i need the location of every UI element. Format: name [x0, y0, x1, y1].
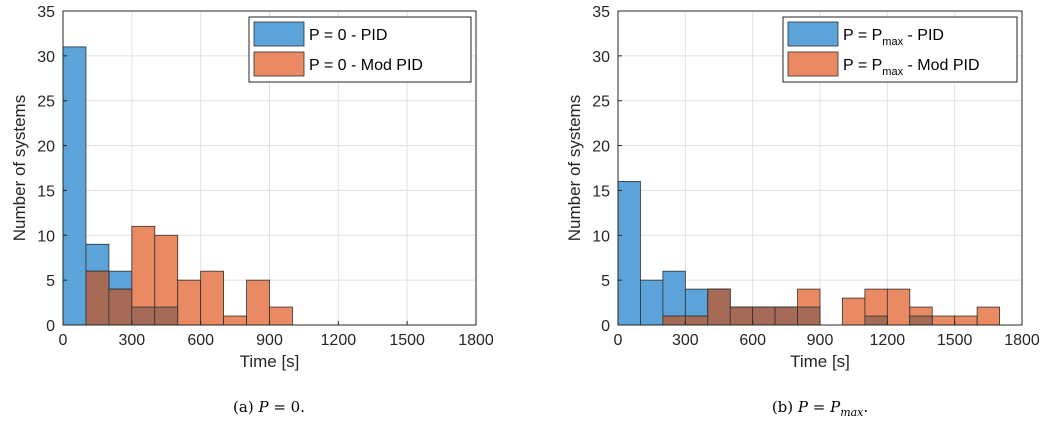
legend-label-series-1: P = 0 - PID [309, 27, 387, 44]
y-tick-label: 20 [592, 139, 610, 156]
y-tick-label: 15 [37, 183, 55, 200]
legend-swatch-series-2 [787, 51, 839, 77]
y-tick-label: 20 [37, 139, 55, 156]
legend-label-series-2: P = 0 - Mod PID [309, 57, 423, 74]
legend: P = 0 - PID P = 0 - Mod PID [248, 16, 472, 83]
bar-overlap [707, 288, 731, 326]
bar-overlap [684, 315, 709, 326]
x-tick-label: 600 [187, 332, 214, 349]
x-tick-label: 1500 [937, 332, 973, 349]
subfigure-caption: (b) P = Pmax. [772, 398, 868, 419]
x-tick-label: 1800 [1004, 332, 1040, 349]
y-tick-label: 10 [37, 228, 55, 245]
bar-series-1 [640, 279, 664, 326]
bar-series-2 [976, 306, 1000, 326]
bar-overlap [154, 306, 179, 326]
legend-swatch-series-2 [253, 51, 305, 77]
bar-overlap [909, 315, 933, 326]
y-tick-label: 25 [592, 94, 610, 111]
bar-series-2 [177, 279, 202, 326]
bar-series-2 [954, 315, 978, 326]
x-tick-label: 600 [739, 332, 766, 349]
x-tick-label: 1800 [458, 332, 494, 349]
x-tick-label: 300 [672, 332, 699, 349]
y-axis-label: Number of systems [565, 95, 584, 241]
legend: P = Pmax - PID P = Pmax - Mod PID [782, 16, 1018, 83]
y-tick-label: 15 [592, 183, 610, 200]
bar-series-2 [269, 306, 293, 326]
bar-overlap [774, 306, 798, 326]
bar-series-1 [617, 181, 641, 326]
subfigure-caption: (a) P = 0. [233, 398, 305, 416]
histogram-panel-a: 0 300 600 900 1200 1500 1800 0 5 10 15 20 25 30 35 Time… [10, 4, 494, 416]
x-tick-label: 300 [118, 332, 145, 349]
bar-overlap [797, 306, 821, 326]
y-tick-label: 30 [37, 49, 55, 66]
bar-series-1 [62, 46, 87, 326]
y-tick-label: 0 [46, 318, 55, 335]
x-tick-label: 1500 [389, 332, 425, 349]
bar-overlap [662, 315, 686, 326]
x-tick-label: 0 [614, 332, 623, 349]
bar-series-2 [223, 315, 247, 326]
bar-series-2 [886, 288, 911, 326]
bar-overlap [108, 288, 133, 326]
x-tick-label: 900 [256, 332, 283, 349]
bar-series-2 [931, 315, 956, 326]
legend-swatch-series-1 [787, 21, 839, 47]
x-tick-label: 1200 [321, 332, 357, 349]
x-axis-label: Time [s] [790, 352, 850, 371]
x-tick-label: 0 [59, 332, 68, 349]
x-tick-label: 900 [807, 332, 834, 349]
y-tick-label: 0 [601, 318, 610, 335]
y-tick-label: 25 [37, 94, 55, 111]
bar-overlap [864, 315, 888, 326]
histogram-panel-b: 0 300 600 900 1200 1500 1800 0 5 10 15 20 25 30 35 Time… [565, 4, 1040, 419]
y-tick-label: 5 [46, 273, 55, 290]
bar-series-2 [200, 270, 225, 326]
bar-series-2 [842, 297, 866, 326]
x-tick-label: 1200 [870, 332, 906, 349]
legend-label-series-1: P = Pmax - PID [843, 27, 944, 48]
y-tick-label: 5 [601, 273, 610, 290]
legend-label-series-2: P = Pmax - Mod PID [843, 57, 980, 78]
legend-swatch-series-1 [253, 21, 305, 47]
y-axis-label: Number of systems [10, 95, 29, 241]
y-tick-label: 30 [592, 49, 610, 66]
bar-overlap [131, 306, 156, 326]
bar-overlap [752, 306, 776, 326]
bar-overlap [85, 270, 110, 326]
y-tick-label: 35 [37, 4, 55, 21]
bar-series-2 [246, 279, 270, 326]
y-tick-label: 10 [592, 228, 610, 245]
y-tick-label: 35 [592, 4, 610, 21]
bar-overlap [729, 306, 754, 326]
x-axis-label: Time [s] [240, 352, 300, 371]
